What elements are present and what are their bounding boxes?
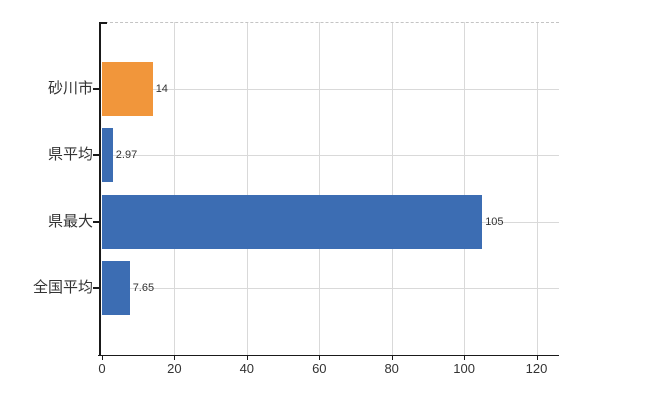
bar-value-label: 105 [485, 215, 504, 228]
y-axis-line [99, 22, 101, 355]
y-axis-tick [93, 220, 100, 223]
y-axis-tick [93, 154, 100, 157]
horizontal-gridline [102, 88, 559, 90]
bar [102, 128, 113, 183]
vertical-gridline [174, 22, 176, 355]
y-axis-tick [93, 87, 100, 90]
horizontal-gridline [102, 155, 559, 157]
x-tick-label: 20 [167, 361, 182, 376]
x-axis-tick [102, 355, 103, 360]
x-axis-tick [464, 355, 466, 360]
bar-row: 全国平均 7.65 [0, 261, 650, 316]
bar [102, 261, 130, 316]
x-tick-label: 0 [98, 361, 106, 376]
bar-value-label: 2.97 [115, 149, 138, 162]
vertical-gridline [391, 22, 393, 355]
plot-top-border [100, 22, 559, 23]
category-label: 砂川市 [47, 79, 93, 97]
plot-area [102, 22, 559, 355]
category-label: 県最大 [47, 212, 93, 230]
x-tick-label: 40 [239, 361, 255, 376]
x-axis-tick [246, 355, 248, 360]
bar-row: 県平均 2.97 [0, 128, 650, 183]
x-tick-label: 80 [384, 361, 399, 376]
x-tick-label: 100 [453, 361, 475, 376]
vertical-gridline [464, 22, 466, 355]
bar-value-label: 14 [155, 82, 168, 95]
bar-value-label: 7.65 [132, 282, 155, 295]
bar-row: 砂川市 14 [0, 61, 650, 116]
vertical-gridline [536, 22, 538, 355]
y-axis-top-cap [99, 22, 107, 24]
x-axis-tick [536, 355, 538, 360]
bar [102, 61, 153, 116]
category-label: 全国平均 [32, 279, 93, 297]
x-axis-tick [391, 355, 393, 360]
x-axis-tick [319, 355, 321, 360]
category-label: 県平均 [47, 146, 93, 164]
x-axis-line [98, 355, 559, 356]
x-tick-label: 60 [312, 361, 327, 376]
vertical-gridline [246, 22, 248, 355]
bar [102, 194, 483, 249]
x-tick-label: 120 [525, 361, 548, 376]
bar-row: 県最大 105 [0, 194, 650, 249]
horizontal-gridline [102, 288, 559, 290]
x-axis-tick [174, 355, 176, 360]
vertical-gridline [319, 22, 321, 355]
y-axis-tick [93, 287, 100, 290]
